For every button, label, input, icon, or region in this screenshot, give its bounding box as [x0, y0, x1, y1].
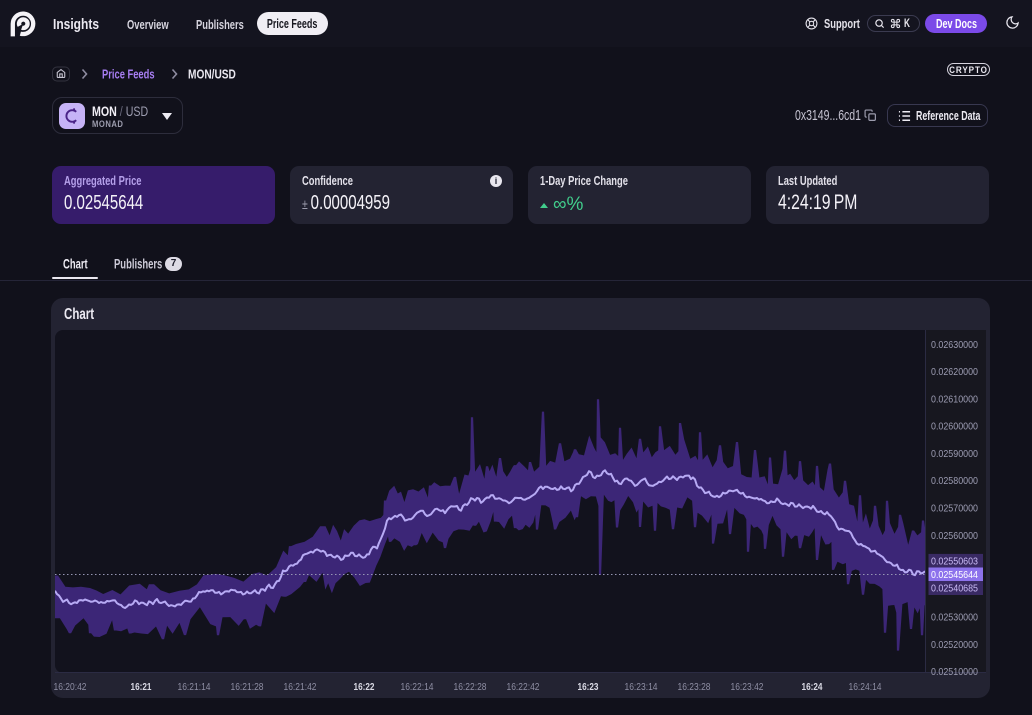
- svg-text:0.02590000: 0.02590000: [931, 448, 978, 460]
- svg-text:0.02520000: 0.02520000: [931, 639, 978, 651]
- svg-text:16:21:28: 16:21:28: [231, 681, 264, 693]
- svg-text:16:21: 16:21: [131, 681, 152, 693]
- svg-text:16:23:28: 16:23:28: [678, 681, 711, 693]
- svg-text:16:22:42: 16:22:42: [507, 681, 540, 693]
- svg-text:0.02530000: 0.02530000: [931, 612, 978, 624]
- svg-text:0.02545644: 0.02545644: [931, 569, 978, 581]
- svg-text:16:23: 16:23: [578, 681, 599, 693]
- svg-text:16:21:14: 16:21:14: [178, 681, 211, 693]
- svg-text:0.02510000: 0.02510000: [931, 666, 978, 678]
- svg-text:0.02580000: 0.02580000: [931, 475, 978, 487]
- svg-text:0.02540685: 0.02540685: [931, 583, 978, 595]
- svg-text:16:23:14: 16:23:14: [625, 681, 658, 693]
- svg-text:0.02620000: 0.02620000: [931, 366, 978, 378]
- svg-text:0.02570000: 0.02570000: [931, 503, 978, 515]
- svg-text:16:24: 16:24: [802, 681, 823, 693]
- svg-text:16:20:42: 16:20:42: [54, 681, 87, 693]
- svg-text:0.02550603: 0.02550603: [931, 555, 978, 567]
- svg-text:16:24:14: 16:24:14: [849, 681, 882, 693]
- svg-text:0.02610000: 0.02610000: [931, 393, 978, 405]
- svg-text:16:22:14: 16:22:14: [401, 681, 434, 693]
- svg-text:0.02630000: 0.02630000: [931, 339, 978, 351]
- svg-text:16:21:42: 16:21:42: [284, 681, 317, 693]
- svg-text:16:23:42: 16:23:42: [731, 681, 764, 693]
- svg-text:16:22:28: 16:22:28: [454, 681, 487, 693]
- svg-text:16:22: 16:22: [354, 681, 375, 693]
- svg-text:0.02600000: 0.02600000: [931, 421, 978, 433]
- svg-text:0.02560000: 0.02560000: [931, 530, 978, 542]
